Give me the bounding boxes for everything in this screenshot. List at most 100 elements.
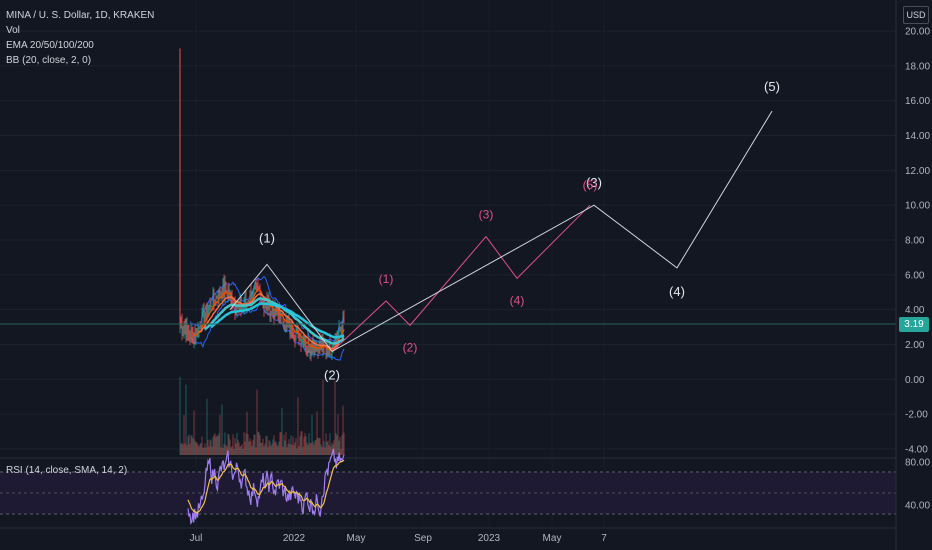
volume-bar: [211, 446, 213, 455]
volume-bar: [289, 443, 291, 455]
volume-bar: [319, 438, 321, 455]
price-tick-label: 6.00: [905, 270, 925, 281]
primary-wave-label: (5): [764, 79, 780, 94]
time-axis[interactable]: Jul 2022 May Sep 2023 May 7: [190, 533, 608, 544]
volume-bar: [328, 444, 330, 455]
volume-bar: [293, 444, 295, 455]
volume-bar: [280, 432, 282, 455]
volume-bar: [248, 441, 250, 455]
price-tick-label: -2.00: [905, 410, 928, 421]
volume-bar: [292, 436, 294, 455]
rsi-indicator-label[interactable]: RSI (14, close, SMA, 14, 2): [6, 465, 128, 476]
volume-bar: [253, 434, 255, 455]
volume-bar: [276, 444, 278, 455]
chart-legend: MINA / U. S. Dollar, 1D, KRAKEN Vol EMA …: [6, 8, 154, 68]
volume-bar: [260, 442, 262, 455]
volume-bar: [242, 448, 244, 455]
volume-bar: [284, 440, 286, 455]
price-tick-label: 4.00: [905, 305, 925, 316]
volume-bar: [274, 441, 276, 455]
volume-bar: [298, 445, 300, 455]
primary-wave-label: (3): [586, 175, 602, 190]
volume-bar: [227, 433, 229, 455]
volume-bar: [314, 440, 316, 455]
volume-bar: [234, 437, 236, 455]
volume-bar: [296, 448, 298, 455]
volume-bar: [206, 398, 208, 455]
volume-bar: [323, 441, 325, 455]
volume-bar: [339, 437, 341, 455]
volume-bar: [220, 447, 222, 455]
secondary-wave-label: (5): [583, 178, 598, 192]
volume-bars: [179, 377, 345, 455]
volume-bar: [241, 444, 243, 455]
volume-bar: [264, 443, 266, 455]
volume-bar: [200, 442, 202, 455]
volume-bar: [272, 439, 274, 455]
volume-bar: [342, 405, 344, 455]
volume-bar: [208, 446, 210, 455]
volume-bar: [286, 447, 288, 455]
volume-bar: [318, 438, 320, 455]
volume-bar: [330, 446, 332, 455]
volume-bar: [299, 435, 301, 455]
volume-bar: [217, 436, 219, 455]
volume-bar: [313, 444, 315, 455]
volume-bar: [238, 442, 240, 455]
price-axis[interactable]: 20.00 18.00 16.00 14.00 12.00 10.00 8.00 6.00 4.…: [905, 27, 930, 456]
volume-bar: [279, 432, 281, 455]
volume-bar: [310, 443, 312, 455]
symbol-title[interactable]: MINA / U. S. Dollar, 1D, KRAKEN: [6, 10, 155, 21]
volume-bar: [188, 434, 190, 455]
volume-bar: [224, 432, 226, 455]
secondary-wave-projection[interactable]: [331, 204, 591, 352]
volume-bar: [311, 414, 313, 455]
volume-bar: [222, 447, 224, 455]
volume-bar: [275, 441, 277, 455]
volume-bar: [340, 448, 342, 455]
volume-bar: [221, 404, 223, 455]
volume-indicator-label[interactable]: Vol: [6, 25, 20, 36]
volume-bar: [266, 435, 268, 455]
rsi-tick-label: 80.00: [905, 458, 930, 469]
volume-bar: [322, 379, 324, 455]
volume-bar: [246, 411, 248, 455]
volume-bar: [288, 439, 290, 455]
ema-indicator-label[interactable]: EMA 20/50/100/200: [6, 40, 94, 51]
volume-bar: [283, 434, 285, 455]
time-tick-label: Jul: [190, 533, 203, 544]
volume-bar: [215, 437, 217, 455]
volume-bar: [335, 432, 337, 455]
time-tick-label: May: [543, 533, 562, 544]
volume-bar: [294, 442, 296, 455]
volume-bar: [180, 443, 182, 455]
volume-bar: [214, 433, 216, 455]
volume-bar: [231, 446, 233, 455]
time-tick-label: 2022: [283, 533, 306, 544]
bb-indicator-label[interactable]: BB (20, close, 2, 0): [6, 55, 92, 66]
volume-bar: [315, 439, 317, 455]
volume-bar: [199, 444, 201, 455]
price-tick-label: 8.00: [905, 236, 925, 247]
volume-bar: [263, 446, 265, 455]
volume-bar: [193, 410, 195, 455]
volume-bar: [290, 435, 292, 455]
volume-bar: [203, 447, 205, 455]
volume-bar: [331, 442, 333, 455]
volume-bar: [233, 448, 235, 455]
volume-bar: [219, 414, 221, 455]
primary-wave-projection[interactable]: [229, 110, 773, 353]
volume-bar: [341, 435, 343, 455]
price-tick-label: 16.00: [905, 96, 930, 107]
volume-bar: [302, 446, 304, 455]
volume-bar: [204, 443, 206, 455]
secondary-wave-label: (2): [403, 340, 418, 354]
time-tick-label: May: [347, 533, 366, 544]
volume-bar: [235, 443, 237, 455]
volume-bar: [338, 440, 340, 455]
time-tick-label: Sep: [414, 533, 432, 544]
rsi-tick-label: 40.00: [905, 501, 930, 512]
rsi-ma-line: [187, 459, 345, 514]
currency-button[interactable]: USD: [903, 6, 929, 24]
